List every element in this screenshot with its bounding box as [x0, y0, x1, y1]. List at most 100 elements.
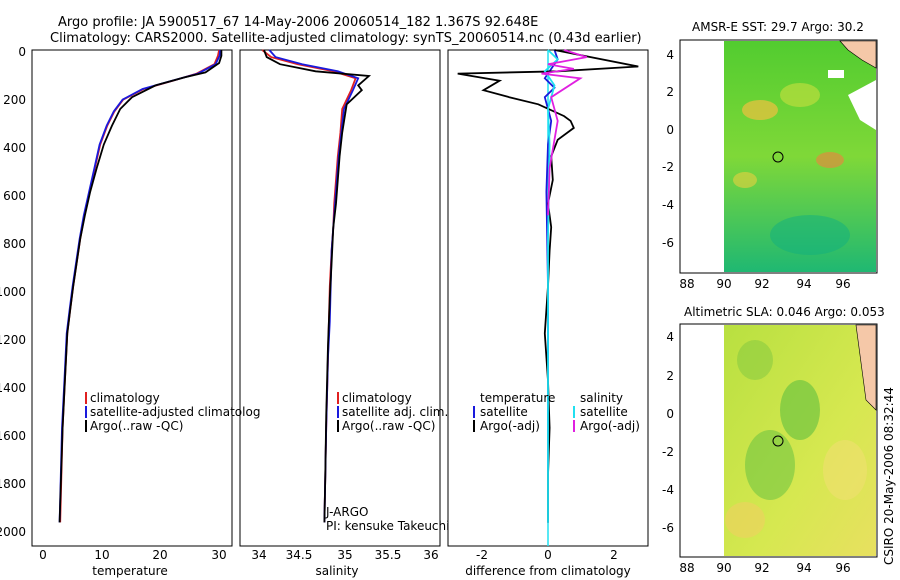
x-tick: 35	[337, 548, 352, 562]
salinity-x-ticks: 34 34.5 35 35.5 36	[251, 548, 438, 562]
salinity-frame	[239, 49, 441, 547]
lat-tick: -4	[662, 198, 674, 212]
sst-map-title: AMSR-E SST: 29.7 Argo: 30.2	[692, 20, 864, 34]
x-tick: 0	[39, 548, 47, 562]
sst-x-ticks: 88 90 92 94 96	[679, 277, 850, 291]
x-tick: 36	[423, 548, 438, 562]
difference-lines	[457, 49, 639, 546]
lat-tick: -2	[662, 160, 674, 174]
lat-tick: 0	[666, 407, 674, 421]
depth-tick: 1000	[0, 285, 26, 299]
temperature-lines	[58, 49, 223, 523]
depth-tick: 600	[3, 189, 26, 203]
legend-label: climatology	[90, 391, 160, 405]
temperature-panel: 0 200 400 600 800 1000 1200 1400 1600 18…	[0, 45, 260, 578]
temperature-legend: climatology satellite-adjusted climatolo…	[85, 391, 260, 433]
figure-title-line2: Climatology: CARS2000. Satellite-adjuste…	[50, 31, 642, 46]
legend-title-salinity: salinity	[580, 391, 623, 405]
temperature-x-ticks: 0 10 20 30	[39, 548, 226, 562]
sst-patch	[742, 100, 778, 120]
series-line-argo	[58, 50, 223, 523]
lat-tick: -6	[662, 521, 674, 535]
lat-tick: -6	[662, 236, 674, 250]
salinity-xlabel: salinity	[315, 564, 358, 578]
salinity-annotation-project: J-ARGO	[325, 505, 368, 519]
sst-nodata-block	[828, 70, 844, 78]
sst-y-ticks: 4 2 0 -2 -4 -6	[662, 48, 674, 250]
sst-patch	[816, 152, 844, 168]
legend-label: Argo(-adj)	[480, 419, 540, 433]
lat-tick: 4	[666, 48, 674, 62]
legend-label: satellite-adjusted climatolog	[90, 405, 260, 419]
salinity-annotation-pi: PI: kensuke Takeuchi	[326, 519, 449, 533]
legend-title-temperature: temperature	[480, 391, 555, 405]
sst-patch	[733, 172, 757, 188]
side-credit: CSIRO 20-May-2006 08:32:44	[882, 387, 896, 565]
lon-tick: 90	[716, 561, 731, 575]
lon-tick: 92	[754, 561, 769, 575]
depth-tick: 1200	[0, 333, 26, 347]
series-line-temperature-argo-adj-	[457, 49, 639, 523]
x-tick: 34	[251, 548, 266, 562]
series-line-salinity-argo-adj-	[541, 49, 587, 216]
legend-label: satellite	[580, 405, 628, 419]
lat-tick: -2	[662, 445, 674, 459]
temperature-xlabel: temperature	[92, 564, 167, 578]
lat-tick: 4	[666, 330, 674, 344]
series-line-temperature-satellite	[543, 49, 559, 523]
depth-tick: 800	[3, 237, 26, 251]
series-line-argo	[263, 49, 372, 523]
sst-argo-marker	[772, 151, 784, 163]
lon-tick: 94	[796, 277, 811, 291]
x-tick: 34.5	[286, 548, 313, 562]
depth-tick: 1600	[0, 429, 26, 443]
legend-label: Argo(-adj)	[580, 419, 640, 433]
x-tick: -2	[476, 548, 488, 562]
series-line-climatology	[261, 49, 357, 523]
lon-tick: 94	[796, 561, 811, 575]
depth-tick: 400	[3, 141, 26, 155]
difference-legend: temperature satellite Argo(-adj) salinit…	[473, 391, 640, 433]
x-tick: 2	[610, 548, 618, 562]
sla-patch	[737, 340, 773, 380]
lon-tick: 92	[754, 277, 769, 291]
sla-map-title: Altimetric SLA: 0.046 Argo: 0.053	[684, 305, 885, 319]
x-tick: 20	[152, 548, 167, 562]
x-tick: 35.5	[375, 548, 402, 562]
salinity-lines	[261, 49, 372, 523]
sst-patch	[780, 83, 820, 107]
series-line-climatology	[59, 49, 220, 523]
depth-tick: 2000	[0, 525, 26, 539]
legend-label: satellite	[480, 405, 528, 419]
lon-tick: 96	[835, 277, 850, 291]
lon-tick: 88	[679, 277, 694, 291]
depth-tick: 0	[18, 45, 26, 59]
x-tick: 0	[544, 548, 552, 562]
sla-patch	[745, 430, 795, 500]
difference-panel: -2 0 2 difference from climatology tempe…	[447, 49, 649, 578]
lat-tick: 2	[666, 85, 674, 99]
temperature-frame	[31, 49, 233, 547]
lat-tick: 0	[666, 123, 674, 137]
x-tick: 10	[94, 548, 109, 562]
sla-patch	[725, 502, 765, 538]
sla-patches	[725, 340, 867, 538]
difference-x-ticks: -2 0 2	[476, 548, 618, 562]
salinity-panel: 34 34.5 35 35.5 36 salinity climatology …	[239, 49, 449, 578]
sla-patch	[823, 440, 867, 500]
depth-tick-labels: 0 200 400 600 800 1000 1200 1400 1600 18…	[0, 45, 26, 539]
sla-argo-marker	[772, 435, 784, 447]
lat-tick: -4	[662, 483, 674, 497]
figure-title-line1: Argo profile: JA 5900517_67 14-May-2006 …	[58, 15, 538, 30]
sst-map: AMSR-E SST: 29.7 Argo: 30.2 4 2 0 -2 -4 …	[662, 20, 878, 291]
salinity-legend: climatology satellite adj. clim. Argo(..…	[337, 391, 448, 433]
legend-label: Argo(..raw -QC)	[342, 419, 435, 433]
depth-tick: 1800	[0, 477, 26, 491]
sla-y-ticks: 4 2 0 -2 -4 -6	[662, 330, 674, 535]
legend-label: Argo(..raw -QC)	[90, 419, 183, 433]
sst-warm-patches	[733, 83, 850, 255]
legend-label: satellite adj. clim.	[342, 405, 448, 419]
sst-land-sumatra	[839, 40, 877, 69]
sla-patch	[780, 380, 820, 440]
